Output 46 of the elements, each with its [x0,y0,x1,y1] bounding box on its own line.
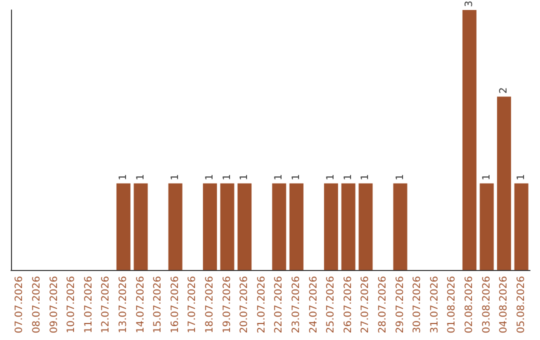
data-label: 1 [222,174,233,180]
x-tick-label: 26.07.2026 [342,276,354,334]
data-label: 1 [481,174,492,180]
x-tick-label: 21.07.2026 [256,276,268,334]
data-label: 1 [170,174,181,180]
data-label: 2 [498,87,510,94]
x-tick-label: 08.07.2026 [31,276,42,334]
x-tick-label: 11.07.2026 [83,276,94,334]
data-label: 1 [204,174,216,180]
x-tick-label: 01.08.2026 [446,276,458,334]
x-tick-label: 05.08.2026 [516,276,527,334]
x-tick-label: 14.07.2026 [135,276,146,334]
data-label: 1 [118,174,129,180]
x-tick-label: 25.07.2026 [326,276,337,334]
data-label: 1 [516,174,527,180]
data-label: 1 [239,174,250,180]
x-tick-label: 16.07.2026 [170,276,181,334]
x-tick-label: 20.07.2026 [239,276,250,334]
x-tick-label: 19.07.2026 [222,276,233,334]
x-tick-label: 31.07.2026 [429,276,440,334]
x-tick-label: 27.07.2026 [360,276,372,334]
x-tick-label: 29.07.2026 [394,276,406,334]
x-tick-label: 04.08.2026 [498,276,510,334]
data-label: 1 [394,174,406,180]
data-label: 1 [326,174,337,180]
x-tick-label: 07.07.2026 [14,276,26,334]
data-label: 1 [274,174,285,180]
x-tick-label: 02.08.2026 [464,276,475,334]
data-label: 1 [135,174,146,180]
data-label: 1 [290,174,302,180]
x-tick-label: 22.07.2026 [274,276,285,334]
x-tick-label: 18.07.2026 [204,276,216,334]
x-tick-label: 15.07.2026 [152,276,164,334]
x-tick-label: 28.07.2026 [377,276,388,334]
x-tick-label: 10.07.2026 [66,276,78,334]
data-label: 1 [360,174,372,180]
x-tick-label: 23.07.2026 [290,276,302,334]
data-label: 1 [342,174,354,180]
x-tick-label: 24.07.2026 [308,276,320,334]
x-tick-label: 03.08.2026 [481,276,492,334]
x-tick-label: 09.07.2026 [48,276,60,334]
data-label: 3 [464,0,475,7]
x-tick-label: 30.07.2026 [412,276,424,334]
x-tick-label: 12.07.2026 [100,276,112,334]
x-tick-label: 17.07.2026 [187,276,198,334]
x-tick-label: 13.07.2026 [118,276,129,334]
